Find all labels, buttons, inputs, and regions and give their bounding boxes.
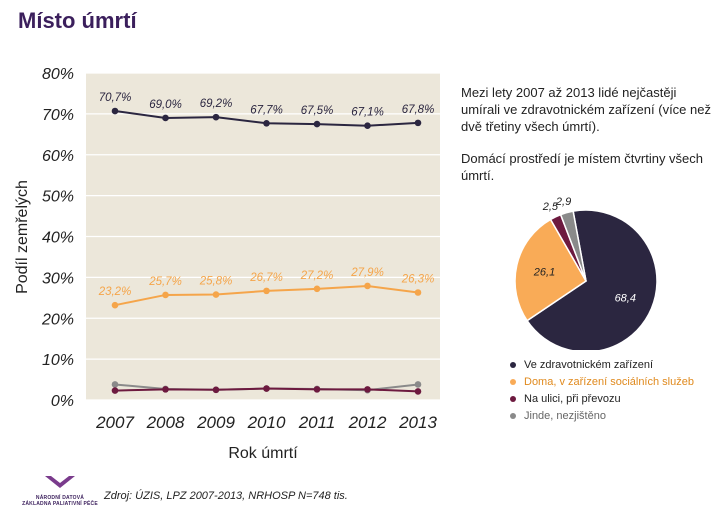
x-tick-label: 2012: [348, 413, 387, 432]
legend-marker: [510, 378, 516, 385]
data-point: [111, 381, 119, 388]
data-label: 69,2%: [200, 98, 233, 110]
x-tick-label: 2010: [247, 413, 286, 432]
data-label: 70,7%: [99, 92, 132, 104]
legend-marker: [510, 412, 516, 419]
data-point: [263, 385, 270, 392]
data-point: [414, 388, 422, 395]
data-point: [414, 119, 422, 127]
ndzpp-logo: NÁRODNÍ DATOVÁ ZÁKLADNA PALIATIVNÍ PÉČE: [20, 474, 100, 507]
pie-legend: Ve zdravotnickém zařízení Doma, v zařízen…: [510, 356, 694, 424]
data-point: [111, 107, 119, 115]
data-label: 69,0%: [149, 99, 182, 111]
data-point: [263, 119, 270, 127]
legend-item: Doma, v zařízení sociálních služeb: [510, 373, 694, 390]
source-note: Zdroj: ÚZIS, LPZ 2007-2013, NRHOSP N=748…: [104, 490, 348, 502]
pie-slice: [526, 209, 658, 350]
logo-text-line1: NÁRODNÍ DATOVÁ: [35, 495, 85, 501]
data-point: [111, 387, 119, 394]
data-point: [313, 285, 321, 293]
y-axis-title: Podíl zemřelých: [14, 180, 31, 294]
data-label: 23,2%: [98, 286, 132, 298]
y-tick-label: 40%: [42, 230, 74, 247]
legend-label: Ve zdravotnickém zařízení: [524, 358, 654, 371]
x-axis-title: Rok úmrtí: [228, 445, 298, 462]
y-tick-label: 50%: [42, 189, 74, 206]
data-point: [263, 287, 270, 295]
pie-slice-label: 2,5: [542, 201, 559, 213]
data-point: [212, 291, 220, 298]
data-label: 67,8%: [402, 104, 435, 116]
y-tick-label: 70%: [42, 107, 74, 124]
pie-chart: 68,4 26,1 2,52,9: [514, 196, 658, 350]
legend-marker: [510, 361, 516, 368]
data-label: 27,2%: [300, 270, 334, 282]
legend-item: Na ulici, při převozu: [510, 390, 694, 407]
ndzpp-logo-icon: [45, 476, 75, 488]
description-home: Domácí prostředí je místem čtvrtiny všec…: [461, 151, 704, 183]
data-point: [111, 301, 119, 309]
data-point: [364, 282, 371, 290]
pie-slice-label: 26,1: [533, 266, 555, 278]
data-label: 27,9%: [350, 267, 384, 279]
y-tick-label: 0%: [51, 393, 74, 410]
pie-slice-label: 2,9: [555, 196, 571, 208]
y-tick-label: 60%: [42, 148, 74, 165]
data-label: 26,7%: [249, 272, 283, 284]
data-label: 26,3%: [401, 273, 435, 285]
pie-slice-label: 68,4: [615, 293, 636, 305]
y-tick-label: 20%: [41, 311, 74, 328]
data-point: [364, 122, 371, 130]
x-tick-label: 2008: [146, 413, 185, 432]
data-point: [414, 289, 422, 296]
data-point: [313, 386, 321, 393]
data-point: [414, 381, 422, 388]
logo-text-line2: ZÁKLADNA PALIATIVNÍ PÉČE: [22, 501, 98, 507]
data-point: [162, 291, 169, 299]
line-chart: 0% 10% 20% 30% 40% 50% 60% 70% 80% 2007 2008 2009 20…: [14, 66, 440, 462]
pie-slice: [514, 218, 587, 322]
legend-label: Na ulici, při převozu: [524, 392, 621, 405]
x-tick-label: 2007: [95, 413, 134, 432]
description-health-facility: Mezi lety 2007 až 2013 lidé nejčastěji u…: [461, 85, 711, 134]
y-tick-label: 80%: [42, 66, 74, 83]
x-tick-label: 2013: [398, 413, 437, 432]
legend-label: Doma, v zařízení sociálních služeb: [524, 375, 694, 388]
y-tick-label: 30%: [42, 270, 74, 287]
data-label: 25,7%: [148, 276, 182, 288]
y-tick-label: 10%: [42, 352, 74, 369]
data-label: 25,8%: [199, 276, 233, 288]
legend-label: Jinde, nezjištěno: [524, 409, 606, 422]
data-label: 67,5%: [301, 105, 334, 117]
legend-item: Jinde, nezjištěno: [510, 407, 694, 424]
page-title: Místo úmrtí: [18, 8, 137, 33]
legend-marker: [510, 395, 516, 402]
data-point: [364, 386, 371, 393]
pie-slice: [559, 210, 587, 282]
x-tick-label: 2009: [196, 413, 235, 432]
data-label: 67,7%: [250, 104, 283, 116]
data-point: [313, 120, 321, 128]
data-label: 67,1%: [351, 107, 384, 119]
legend-item: Ve zdravotnickém zařízení: [510, 356, 694, 373]
data-point: [162, 114, 169, 122]
data-point: [212, 386, 220, 394]
x-tick-label: 2011: [298, 413, 336, 432]
data-point: [162, 386, 169, 393]
data-point: [212, 113, 220, 121]
